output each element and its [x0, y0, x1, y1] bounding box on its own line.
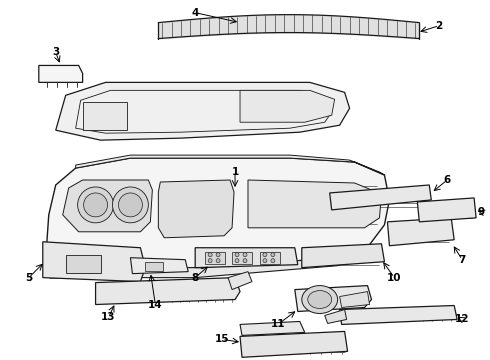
Polygon shape	[195, 248, 298, 268]
Bar	[232, 252, 252, 264]
Ellipse shape	[302, 285, 338, 314]
Bar	[205, 252, 225, 264]
Text: 7: 7	[459, 255, 466, 265]
Polygon shape	[75, 155, 385, 175]
Ellipse shape	[208, 253, 212, 257]
Text: 4: 4	[192, 8, 199, 18]
Ellipse shape	[271, 259, 275, 263]
Ellipse shape	[84, 193, 107, 217]
Text: 15: 15	[215, 334, 229, 345]
Ellipse shape	[243, 259, 247, 263]
Polygon shape	[388, 218, 454, 246]
Ellipse shape	[308, 291, 332, 309]
Bar	[146, 262, 163, 271]
Ellipse shape	[235, 259, 239, 263]
Polygon shape	[340, 306, 457, 324]
Polygon shape	[417, 198, 476, 222]
Polygon shape	[340, 292, 369, 307]
Ellipse shape	[271, 253, 275, 257]
Text: 5: 5	[25, 273, 32, 283]
Polygon shape	[56, 82, 349, 140]
Polygon shape	[240, 332, 347, 357]
Ellipse shape	[216, 253, 220, 257]
Text: 13: 13	[101, 312, 116, 323]
Polygon shape	[158, 180, 234, 238]
Polygon shape	[96, 278, 240, 305]
Ellipse shape	[119, 193, 143, 217]
Polygon shape	[248, 180, 382, 228]
Polygon shape	[302, 244, 385, 268]
Polygon shape	[228, 272, 252, 289]
Ellipse shape	[77, 187, 114, 223]
Ellipse shape	[216, 259, 220, 263]
Polygon shape	[295, 285, 371, 311]
Text: 9: 9	[478, 207, 485, 217]
Ellipse shape	[263, 259, 267, 263]
Ellipse shape	[235, 253, 239, 257]
Bar	[83, 102, 127, 130]
Polygon shape	[39, 66, 83, 82]
Text: 10: 10	[387, 273, 402, 283]
Text: 14: 14	[148, 300, 163, 310]
Text: 1: 1	[231, 167, 239, 177]
Text: 6: 6	[443, 175, 451, 185]
Polygon shape	[130, 258, 188, 274]
Ellipse shape	[243, 253, 247, 257]
Polygon shape	[330, 185, 431, 210]
Text: 3: 3	[52, 48, 59, 58]
Polygon shape	[240, 321, 305, 336]
Text: 8: 8	[192, 273, 199, 283]
Text: 11: 11	[270, 319, 285, 329]
Polygon shape	[46, 158, 390, 268]
Ellipse shape	[113, 187, 148, 223]
Ellipse shape	[208, 259, 212, 263]
Polygon shape	[43, 242, 146, 282]
Bar	[260, 252, 280, 264]
Polygon shape	[63, 180, 152, 232]
Ellipse shape	[263, 253, 267, 257]
Text: 2: 2	[436, 21, 443, 31]
Polygon shape	[240, 90, 335, 122]
Polygon shape	[325, 310, 346, 323]
Polygon shape	[43, 245, 374, 278]
Text: 12: 12	[455, 314, 469, 324]
Bar	[66, 255, 100, 273]
